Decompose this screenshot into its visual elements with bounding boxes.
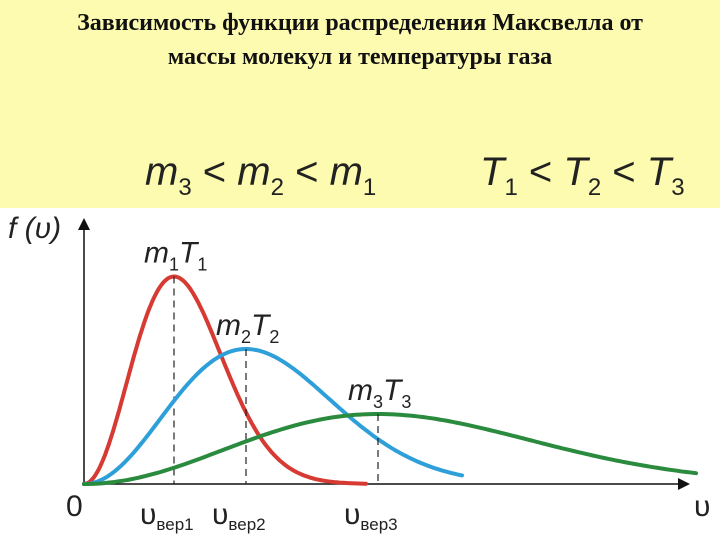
temp-relation-term: T [646, 150, 672, 194]
page-title: Зависимость функции распределения Максве… [10, 6, 710, 74]
temp-relation: T1 < T2 < T3 [480, 150, 685, 202]
series-label-m1T1: m1T1 [144, 237, 207, 275]
temp-relation-term: T [563, 150, 588, 194]
title-line-1: Зависимость функции распределения Максве… [77, 10, 643, 36]
series-curve-m2T2 [82, 347, 464, 486]
y-axis-label: f (υ) [8, 212, 61, 245]
temp-relation-sub: 3 [671, 174, 685, 201]
mass-relation-term: m [237, 150, 271, 194]
x-tick-label-вер2: υвер2 [212, 498, 266, 534]
temp-relation-op: < [601, 150, 647, 194]
origin-label: 0 [66, 490, 83, 523]
series-curve-m1T1 [82, 274, 368, 486]
series-label-m3T3: m3T3 [348, 374, 411, 412]
mass-relation-term: m [329, 150, 363, 194]
series-curve-m3T3 [82, 412, 698, 486]
temp-relation-term: T [480, 150, 505, 194]
x-axis-label: υ [694, 490, 710, 523]
x-tick-label-вер1: υвер1 [140, 498, 194, 534]
mass-relation-sub: 1 [362, 174, 377, 201]
maxwell-distribution-chart: m1T1 υвер1 m2T2 υвер2 m3T3 υвер3 f (υ) υ 0 [8, 212, 710, 534]
x-tick-label-вер3: υвер3 [344, 498, 398, 534]
temp-relation-sub: 1 [504, 174, 518, 201]
mass-relation-sub: 2 [270, 174, 284, 201]
temp-relation-op: < [517, 150, 564, 194]
mass-relation-term: m [145, 150, 179, 194]
title-line-2: массы молекул и температуры газа [167, 44, 553, 70]
mass-relation-sub: 3 [178, 174, 192, 201]
mass-relation-op: < [191, 150, 238, 194]
mass-relation-op: < [283, 150, 330, 194]
series-label-m2T2: m2T2 [216, 309, 279, 347]
temp-relation-sub: 2 [587, 174, 602, 201]
mass-relation: m3 < m2 < m1 [145, 150, 376, 202]
title-band [0, 0, 720, 208]
